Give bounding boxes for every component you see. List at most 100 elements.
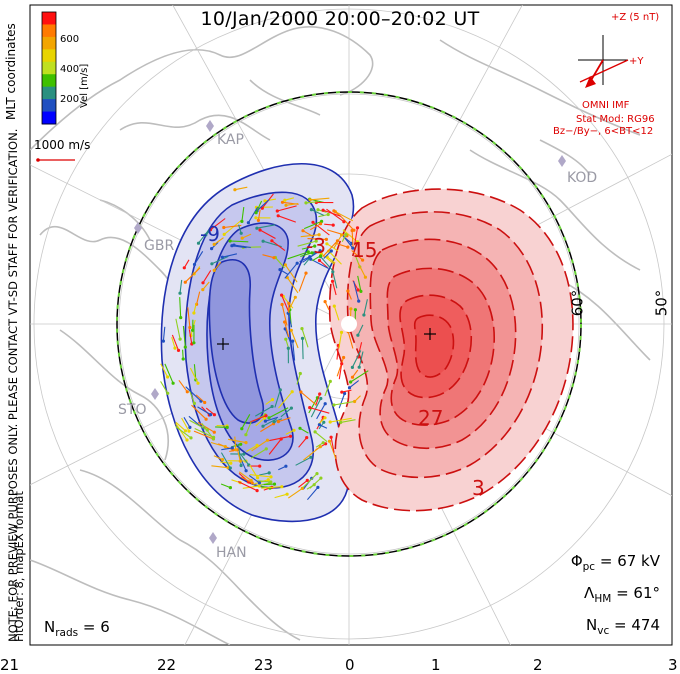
vector-origin [332, 304, 336, 308]
vector-origin [239, 463, 243, 468]
vector-origin [229, 461, 233, 465]
vector-origin [270, 404, 274, 409]
colorbar-tick-400: 400 [60, 64, 80, 75]
velocity-vector [310, 398, 322, 418]
vector-origin [276, 214, 280, 218]
vector-origin [223, 445, 227, 449]
stat-model-label: Stat Mod: RG96 [576, 114, 655, 125]
station-han: HAN [216, 545, 247, 561]
vector-origin [289, 406, 293, 410]
vector-origin [196, 381, 200, 385]
velocity-vector [210, 218, 226, 231]
velocity-vector [292, 341, 296, 361]
velocity-vector [310, 258, 329, 269]
vector-origin [318, 445, 322, 449]
velocity-vector [228, 438, 247, 444]
vector-origin [255, 443, 259, 447]
vector-origin [357, 299, 361, 303]
velocity-vector [241, 414, 251, 429]
vector-origin [285, 492, 289, 496]
vector-origin [176, 348, 181, 352]
radar-count-value: = 6 [82, 618, 110, 636]
velocity-vector [303, 252, 315, 266]
velocity-vector [347, 331, 354, 349]
vector-origin [314, 239, 318, 243]
vector-origin [313, 430, 317, 434]
vector-origin [301, 229, 305, 233]
velocity-vector [231, 245, 247, 249]
hm-boundary-vectors [116, 91, 582, 557]
vector-origin [240, 236, 244, 240]
coastlines [30, 26, 651, 645]
velocity-vector [256, 224, 276, 229]
station-sto: STO [118, 402, 147, 418]
velocity-vector [331, 281, 337, 296]
vector-origin [317, 258, 322, 263]
velocity-vector [315, 393, 321, 406]
vector-origin [166, 375, 170, 379]
velocity-vector [223, 220, 242, 235]
velocity-vector [239, 453, 250, 466]
velocity-vector [233, 244, 251, 249]
vector-origin [315, 472, 319, 476]
vector-origin [191, 328, 195, 332]
vector-origin [256, 476, 260, 480]
vector-origin [263, 199, 267, 203]
velocity-vector [237, 481, 258, 492]
velocity-vector [189, 367, 199, 384]
velocity-vector [328, 441, 337, 459]
velocity-vector [255, 417, 265, 427]
velocity-vector [301, 328, 309, 348]
velocity-vector [250, 448, 267, 459]
coords-label: MLT coordinates [4, 23, 18, 120]
latitude-label-50: 50° [652, 289, 671, 317]
vector-origin [240, 427, 244, 431]
velocity-vector [257, 480, 271, 483]
vector-origin [329, 249, 333, 253]
velocity-vector [287, 487, 303, 499]
vector-origin [255, 226, 259, 230]
station-kod: KOD [567, 170, 598, 186]
vector-origin [173, 346, 177, 350]
velocity-vector [248, 474, 260, 484]
scale-label: 1000 m/s [34, 138, 91, 152]
imf-dial [578, 35, 629, 88]
vector-origin [328, 420, 332, 424]
colorbar-segment [42, 111, 56, 125]
vector-origin [353, 399, 357, 404]
vector-origin [171, 381, 175, 385]
velocity-vector [353, 227, 359, 246]
vector-origin [323, 300, 327, 304]
vector-origin [298, 371, 302, 376]
velocity-vector [335, 211, 354, 222]
vector-origin [349, 307, 353, 311]
velocity-vector [193, 302, 197, 314]
vector-origin [212, 430, 216, 434]
vector-origin [332, 403, 336, 407]
vector-origin [166, 391, 170, 395]
velocity-vector [175, 318, 181, 340]
velocity-vector [249, 464, 259, 478]
vector-origin [340, 362, 344, 366]
vector-origin [257, 481, 261, 485]
radar-count: Nrads = 6 [44, 618, 110, 639]
velocity-vector [238, 471, 252, 481]
velocity-vector [189, 419, 208, 431]
vector-origin [323, 416, 327, 420]
velocity-vector [196, 291, 201, 305]
vector-origin [192, 311, 196, 315]
vector-origin [187, 429, 191, 433]
fit-info: FitOrder: 8, mapEX format [12, 491, 26, 642]
velocity-vector [308, 397, 318, 414]
velocity-vector [326, 208, 345, 223]
velocity-vector [240, 476, 253, 484]
vector-origin [270, 398, 275, 402]
vector-origin [208, 228, 213, 232]
velocity-vector [278, 391, 293, 409]
vector-origin [238, 459, 242, 463]
potential-extrema [217, 328, 436, 350]
velocity-vector [259, 472, 270, 476]
velocity-vector [194, 428, 214, 438]
velocity-vector [305, 201, 318, 204]
velocity-vector [245, 421, 252, 435]
